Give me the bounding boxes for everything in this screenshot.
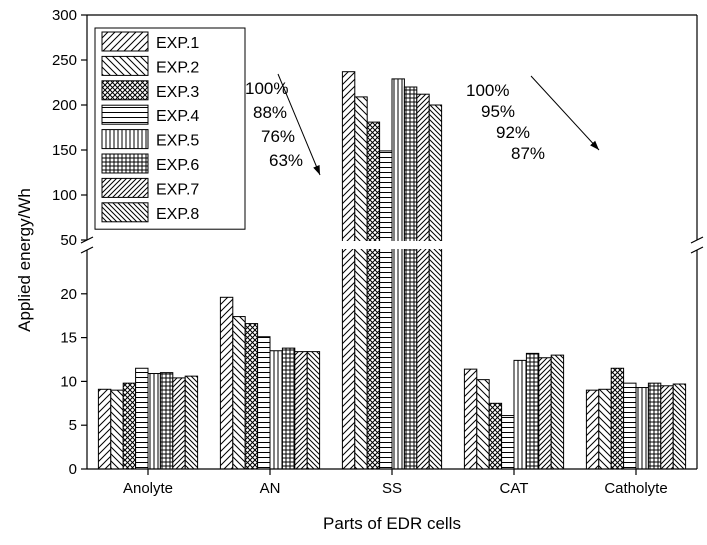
legend-swatch-exp6: [101, 153, 149, 174]
bar-exp1-catholyte: [585, 389, 600, 469]
legend-swatch-exp3: [101, 80, 149, 101]
bar-exp1-cat: [463, 368, 478, 469]
x-tick-label-cat: CAT: [500, 480, 529, 497]
legend-swatch-exp4: [101, 104, 149, 125]
bar-exp2-anolyte: [110, 389, 124, 469]
y-tick-label: 200: [52, 97, 77, 114]
legend-swatch-exp8: [101, 202, 149, 223]
legend-label-exp7: EXP.7: [156, 181, 199, 198]
break-mark-right-bottom: [690, 246, 704, 254]
bar-exp3-ss: [366, 121, 381, 469]
legend-swatch-exp5: [101, 129, 149, 150]
legend-label-exp2: EXP.2: [156, 59, 199, 76]
legend-label-exp4: EXP.4: [156, 108, 199, 125]
break-mark-right-top: [690, 236, 704, 244]
bar-exp1-ss: [341, 71, 356, 469]
y-axis-label: Applied energy/Wh: [15, 188, 34, 332]
bar-exp3-an: [244, 323, 259, 469]
bar-exp4-an: [257, 336, 271, 469]
y-axis-ticks: 0 5 10 15 20 50 100 150 200 250 300: [52, 7, 87, 478]
x-axis-ticks: Anolyte AN SS CAT Catholyte: [123, 469, 668, 497]
plot-frame: [80, 14, 704, 470]
x-tick-label-catholyte: Catholyte: [604, 480, 667, 497]
bar-exp5-an: [269, 350, 283, 469]
legend-swatch-exp2: [101, 55, 149, 76]
legend-swatch-exp1: [101, 31, 149, 52]
bar-exp8-ss: [428, 104, 443, 469]
bar-exp5-catholyte: [635, 387, 649, 469]
bar-exp3-catholyte: [610, 367, 625, 469]
y-tick-label: 100: [52, 187, 77, 204]
bar-exp8-cat: [550, 354, 565, 469]
bar-exp6-anolyte: [159, 372, 174, 469]
legend-label-exp6: EXP.6: [156, 157, 199, 174]
y-tick-label: 5: [69, 417, 77, 434]
annotation-left-label: 76%: [261, 127, 295, 146]
bar-exp5-anolyte: [147, 373, 161, 469]
annotation-right-arrow: [530, 75, 600, 151]
y-tick-label: 250: [52, 52, 77, 69]
bar-exp3-anolyte: [122, 382, 137, 469]
annotation-right-label: 87%: [511, 144, 545, 163]
bar-exp8-anolyte: [184, 375, 199, 469]
bar-exp7-an: [294, 351, 308, 469]
bar-exp2-an: [232, 316, 246, 469]
x-tick-label-ss: SS: [382, 480, 402, 497]
annotation-left-label: 100%: [245, 79, 288, 98]
bar-exp5-ss: [391, 78, 405, 469]
x-tick-label-anolyte: Anolyte: [123, 480, 173, 497]
annotation-right-arrowhead: [590, 140, 599, 150]
x-axis-label: Parts of EDR cells: [323, 514, 461, 533]
annotation-right-label: 95%: [481, 102, 515, 121]
legend-label-exp3: EXP.3: [156, 84, 199, 101]
bar-exp1-anolyte: [97, 388, 112, 469]
bar-exp7-ss: [416, 93, 430, 469]
bars-layer: [88, 71, 696, 469]
y-tick-label: 0: [69, 461, 77, 478]
annotation-left-label: 63%: [269, 151, 303, 170]
y-tick-label: 15: [60, 330, 77, 347]
bar-exp4-ss: [379, 150, 393, 469]
annotation-right-label: 100%: [466, 81, 509, 100]
bar-exp2-cat: [476, 379, 490, 469]
bar-exp8-an: [306, 351, 321, 469]
bar-exp7-cat: [538, 357, 552, 469]
bar-exp7-anolyte: [172, 377, 186, 469]
bar-exp4-cat: [501, 415, 515, 469]
bar-exp6-cat: [525, 352, 540, 469]
bar-exp2-ss: [354, 96, 368, 469]
annotations: 100% 88% 76% 63% 100% 95% 92% 87%: [245, 73, 600, 176]
axis-break-gap: [88, 241, 696, 249]
legend-swatch-exp7: [101, 177, 149, 198]
y-tick-label: 300: [52, 7, 77, 24]
bar-exp6-an: [281, 347, 296, 469]
annotation-right-label: 92%: [496, 123, 530, 142]
y-tick-label: 150: [52, 142, 77, 159]
y-tick-label: 20: [60, 286, 77, 303]
legend-label-exp8: EXP.8: [156, 206, 199, 223]
annotation-left-arrow: [277, 73, 321, 176]
bar-exp5-cat: [513, 359, 527, 469]
y-tick-label: 10: [60, 373, 77, 390]
y-tick-label: 50: [60, 232, 77, 249]
bar-exp6-ss: [403, 86, 418, 469]
bar-exp8-catholyte: [672, 383, 687, 469]
annotation-left-label: 88%: [253, 103, 287, 122]
break-mark-left-bottom: [80, 246, 94, 254]
legend-label-exp1: EXP.1: [156, 35, 199, 52]
bar-exp2-catholyte: [598, 388, 612, 469]
bar-exp1-an: [219, 296, 234, 469]
bar-exp4-anolyte: [135, 367, 149, 469]
x-tick-label-an: AN: [260, 480, 281, 497]
annotation-left-arrowhead: [313, 165, 320, 175]
legend-label-exp5: EXP.5: [156, 133, 199, 150]
legend: EXP.1 EXP.2 EXP.3 EXP.4 EXP.5 EXP.6 EXP.7 EXP.8: [94, 27, 246, 230]
bar-exp4-catholyte: [623, 382, 637, 469]
bar-exp3-cat: [488, 402, 503, 469]
bar-exp7-catholyte: [660, 385, 674, 469]
bar-exp6-catholyte: [647, 382, 662, 469]
